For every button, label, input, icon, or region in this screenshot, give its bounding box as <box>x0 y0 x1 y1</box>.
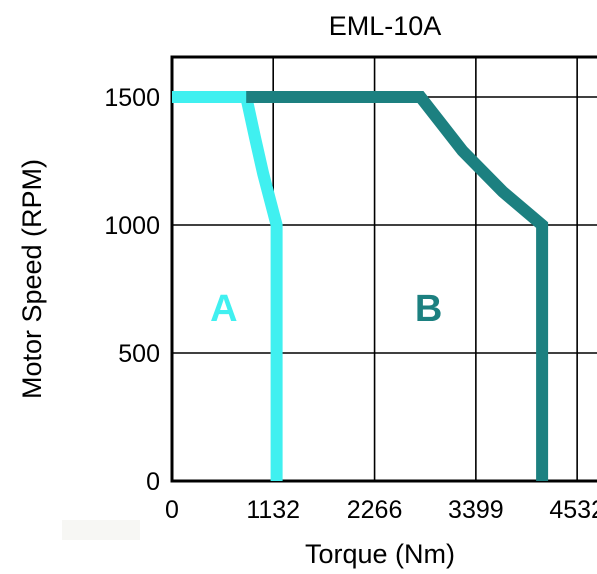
series-line-a <box>172 91 283 481</box>
x-tick-label: 3399 <box>448 496 504 524</box>
y-tick-label: 1500 <box>104 84 160 112</box>
y-tick-label: 1000 <box>104 212 160 240</box>
series-group <box>172 91 549 481</box>
tick-labels: 0 1132 2266 3399 4532 0 500 1000 1500 <box>104 84 597 524</box>
region-label-b: B <box>415 288 442 330</box>
x-tick-label: 1132 <box>246 496 300 524</box>
y-axis-label: Motor Speed (RPM) <box>17 159 47 399</box>
x-tick-label: 2266 <box>347 496 403 524</box>
y-tick-label: 0 <box>146 468 160 496</box>
series-line-b <box>246 91 549 481</box>
x-tick-label: 0 <box>165 496 179 524</box>
y-tick-label: 500 <box>118 340 160 368</box>
x-tick-label: 4532 <box>549 496 597 524</box>
plot-frame <box>170 55 597 483</box>
chart-title: EML-10A <box>329 11 442 41</box>
x-axis-label: Torque (Nm) <box>305 539 455 569</box>
region-label-a: A <box>210 288 237 330</box>
background-shading <box>62 520 140 540</box>
